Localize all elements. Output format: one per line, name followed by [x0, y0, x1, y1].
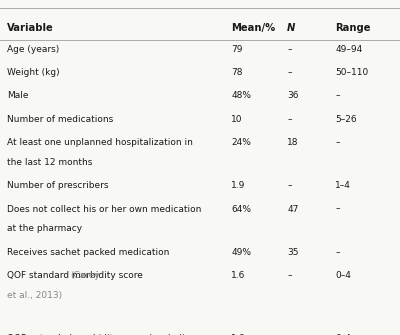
Text: 35: 35 — [287, 248, 299, 257]
Text: QOF standard morbidity score: QOF standard morbidity score — [7, 271, 146, 280]
Text: Male: Male — [7, 91, 29, 100]
Text: (Carey: (Carey — [70, 271, 100, 280]
Text: –: – — [287, 45, 292, 54]
Text: 0–4: 0–4 — [335, 334, 351, 335]
Text: 1.6: 1.6 — [231, 334, 246, 335]
Text: 79: 79 — [231, 45, 243, 54]
Text: –: – — [287, 68, 292, 77]
Text: the last 12 months: the last 12 months — [7, 158, 92, 167]
Text: Weight (kg): Weight (kg) — [7, 68, 60, 77]
Text: –: – — [335, 138, 340, 147]
Text: Does not collect his or her own medication: Does not collect his or her own medicati… — [7, 204, 202, 213]
Text: 49%: 49% — [231, 248, 251, 257]
Text: Receives sachet packed medication: Receives sachet packed medication — [7, 248, 170, 257]
Text: 1.6: 1.6 — [231, 271, 246, 280]
Text: 50–110: 50–110 — [335, 68, 368, 77]
Text: 48%: 48% — [231, 91, 251, 100]
Text: –: – — [335, 91, 340, 100]
Text: QOF extended morbidity score (excluding: QOF extended morbidity score (excluding — [7, 334, 196, 335]
Text: 49–94: 49–94 — [335, 45, 362, 54]
Text: 24%: 24% — [231, 138, 251, 147]
Text: 1.9: 1.9 — [231, 181, 246, 190]
Text: 0–4: 0–4 — [335, 271, 351, 280]
Text: et al., 2013): et al., 2013) — [7, 291, 62, 300]
Text: 78: 78 — [231, 68, 243, 77]
Text: 10: 10 — [231, 115, 243, 124]
Text: 36: 36 — [287, 91, 299, 100]
Text: –: – — [335, 204, 340, 213]
Text: N: N — [287, 23, 296, 34]
Text: Variable: Variable — [7, 23, 54, 34]
Text: At least one unplanned hospitalization in: At least one unplanned hospitalization i… — [7, 138, 193, 147]
Text: 47: 47 — [287, 204, 298, 213]
Text: –: – — [287, 334, 292, 335]
Text: 1–4: 1–4 — [335, 181, 351, 190]
Text: –: – — [287, 181, 292, 190]
Text: Range: Range — [335, 23, 371, 34]
Text: 64%: 64% — [231, 204, 251, 213]
Text: Age (years): Age (years) — [7, 45, 60, 54]
Text: Number of medications: Number of medications — [7, 115, 114, 124]
Text: Number of prescribers: Number of prescribers — [7, 181, 109, 190]
Text: –: – — [335, 248, 340, 257]
Text: 18: 18 — [287, 138, 299, 147]
Text: –: – — [287, 271, 292, 280]
Text: at the pharmacy: at the pharmacy — [7, 224, 82, 233]
Text: 5–26: 5–26 — [335, 115, 357, 124]
Text: –: – — [287, 115, 292, 124]
Text: Mean/%: Mean/% — [231, 23, 276, 34]
